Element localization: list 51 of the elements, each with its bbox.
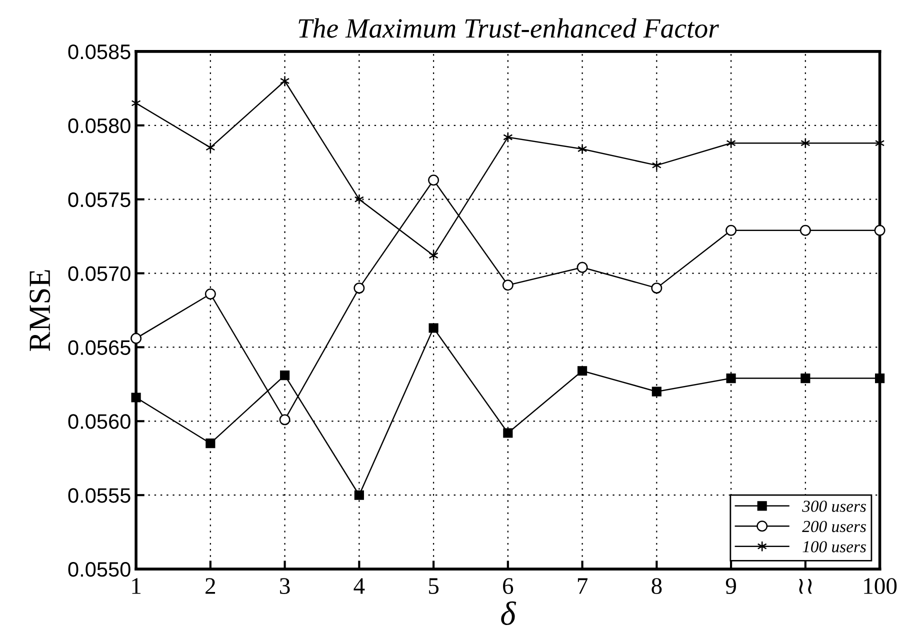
x-tick-label: 1: [132, 578, 141, 594]
point: [130, 332, 142, 344]
point: [578, 366, 588, 376]
x-tick-label: 7: [578, 578, 588, 594]
x-axis-title: δ: [501, 601, 516, 626]
point: [652, 386, 662, 396]
x-tick-label: 100: [864, 578, 897, 594]
point: [204, 288, 216, 300]
point: [354, 490, 364, 500]
point: [354, 194, 364, 205]
x-tick-label: 8: [652, 578, 662, 594]
point: [354, 282, 365, 294]
legend-label: 100 users: [802, 541, 866, 552]
legend-label: 300 users: [802, 500, 866, 512]
point: [503, 428, 513, 438]
point: [726, 224, 737, 236]
point: [875, 373, 885, 384]
point: [206, 438, 216, 448]
y-tick-label: 0.0570: [68, 266, 130, 282]
legend-label: 200 users: [802, 520, 866, 532]
point: [131, 392, 141, 402]
point: [576, 262, 588, 273]
point: [800, 373, 810, 384]
y-tick-label: 0.0560: [68, 414, 130, 429]
y-axis-title: RMSE: [30, 270, 50, 351]
y-tick-label: 0.0580: [68, 118, 130, 134]
point: [874, 224, 886, 236]
point: [726, 373, 736, 384]
x-tick-label: 3: [280, 578, 290, 594]
x-tick-label: 5: [429, 578, 439, 594]
x-tick-label: ≀≀: [798, 578, 812, 594]
point: [428, 323, 438, 333]
x-tick-label: 2: [206, 578, 216, 594]
x-tick-label: 6: [503, 578, 514, 594]
point: [280, 76, 290, 87]
point: [652, 160, 662, 171]
point: [651, 282, 662, 294]
point: [279, 414, 290, 426]
chart-title: The Maximum Trust-enhanced Factor: [298, 18, 720, 38]
x-tick-label: 9: [726, 578, 736, 594]
point: [502, 280, 514, 291]
point: [428, 174, 440, 186]
y-tick-label: 0.0575: [68, 192, 130, 208]
y-tick-label: 0.0555: [68, 488, 130, 503]
y-tick-label: 0.0585: [68, 44, 130, 60]
point: [280, 370, 290, 380]
point: [800, 224, 811, 236]
y-tick-label: 0.0550: [68, 562, 130, 577]
y-tick-label: 0.0565: [68, 340, 130, 355]
x-tick-label: 4: [354, 578, 365, 594]
point: [577, 144, 588, 155]
